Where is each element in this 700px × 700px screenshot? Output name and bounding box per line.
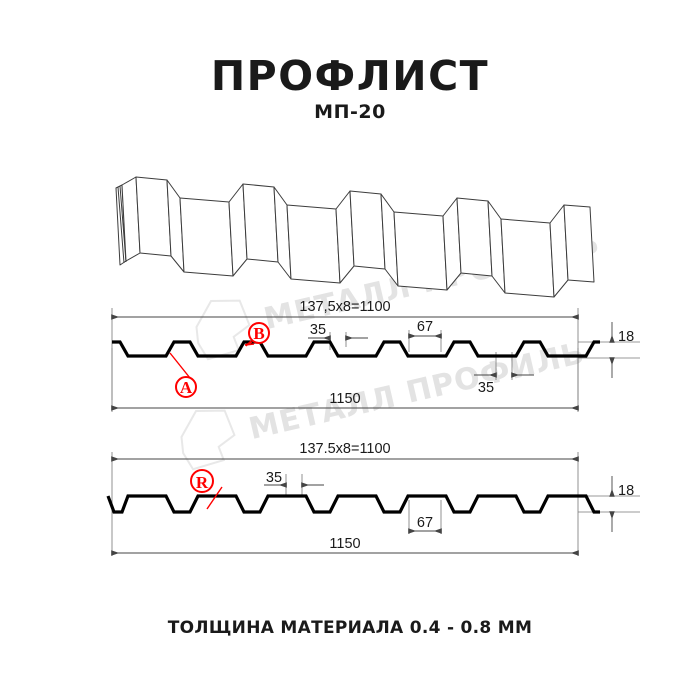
model-subtitle: МП-20 [314,101,386,123]
callout-label-b: B [253,324,264,343]
dim-rib-pitch-segment-top: 67 [417,319,433,335]
dim-rib-pitch-segment-bottom: 67 [417,515,433,531]
callout-leader-b3 [245,340,252,347]
callout-circle-a [175,376,197,398]
callout-label-r: R [196,473,209,492]
dim-overall-width-top: 1150 [329,391,360,407]
dim-rib-base-width-lower: 35 [478,380,494,396]
profile-cross-section-a: 137,5x8=1100 1150 35 67 35 [111,299,640,412]
dim-pitch-total-bottom: 137.5x8=1100 [299,441,390,457]
dim-height-bottom: 18 [618,483,634,499]
dim-rib-top-width-upper: 35 [310,322,326,338]
dim-rib-top-width-bottom: 35 [266,470,282,486]
isometric-profile-view [115,176,595,298]
callout-circle-b [248,322,270,344]
callout-leader-a [169,352,191,379]
callout-label-a: A [180,378,193,397]
callout-circle-r [190,469,214,493]
dim-height-top: 18 [618,329,634,345]
dim-overall-width-bottom: 1150 [329,536,360,552]
callout-leader-r [206,486,223,510]
profile-outline-bottom [106,494,600,514]
material-thickness-note: ТОЛЩИНА МАТЕРИАЛА 0.4 - 0.8 ММ [167,618,533,638]
profile-cross-section-r: 137.5x8=1100 1150 35 67 18 [106,441,640,556]
profile-outline-top [112,340,600,358]
dim-pitch-total-top: 137,5x8=1100 [299,299,390,315]
page-title: ПРОФЛИСТ [210,52,490,100]
